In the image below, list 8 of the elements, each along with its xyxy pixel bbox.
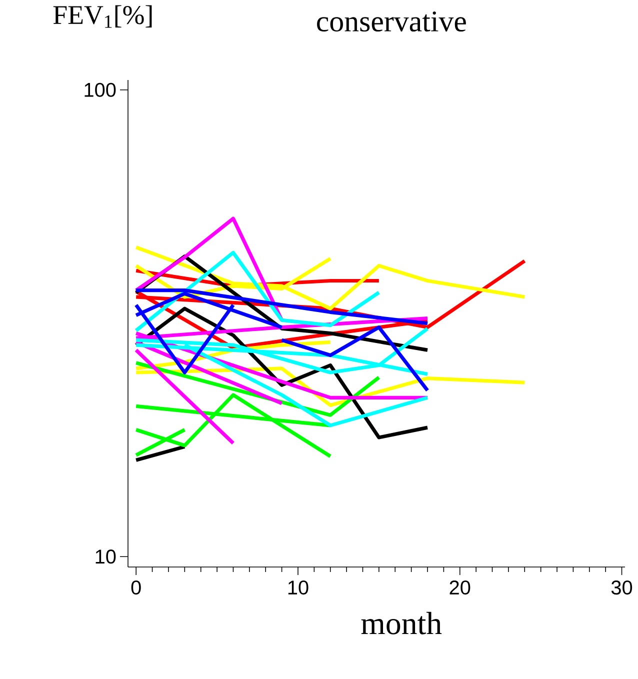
x-tick-label: 30 — [611, 580, 632, 595]
x-axis-title: month — [361, 612, 442, 634]
y-tick-label: 100 — [84, 82, 116, 97]
y-axis-title: FEV$_{1}$[%] — [53, 5, 152, 28]
x-tick-label: 10 — [288, 580, 308, 595]
chart-title: conservative — [317, 11, 466, 32]
x-tick-label: 0 — [131, 580, 141, 595]
x-tick-label: 20 — [450, 580, 470, 595]
